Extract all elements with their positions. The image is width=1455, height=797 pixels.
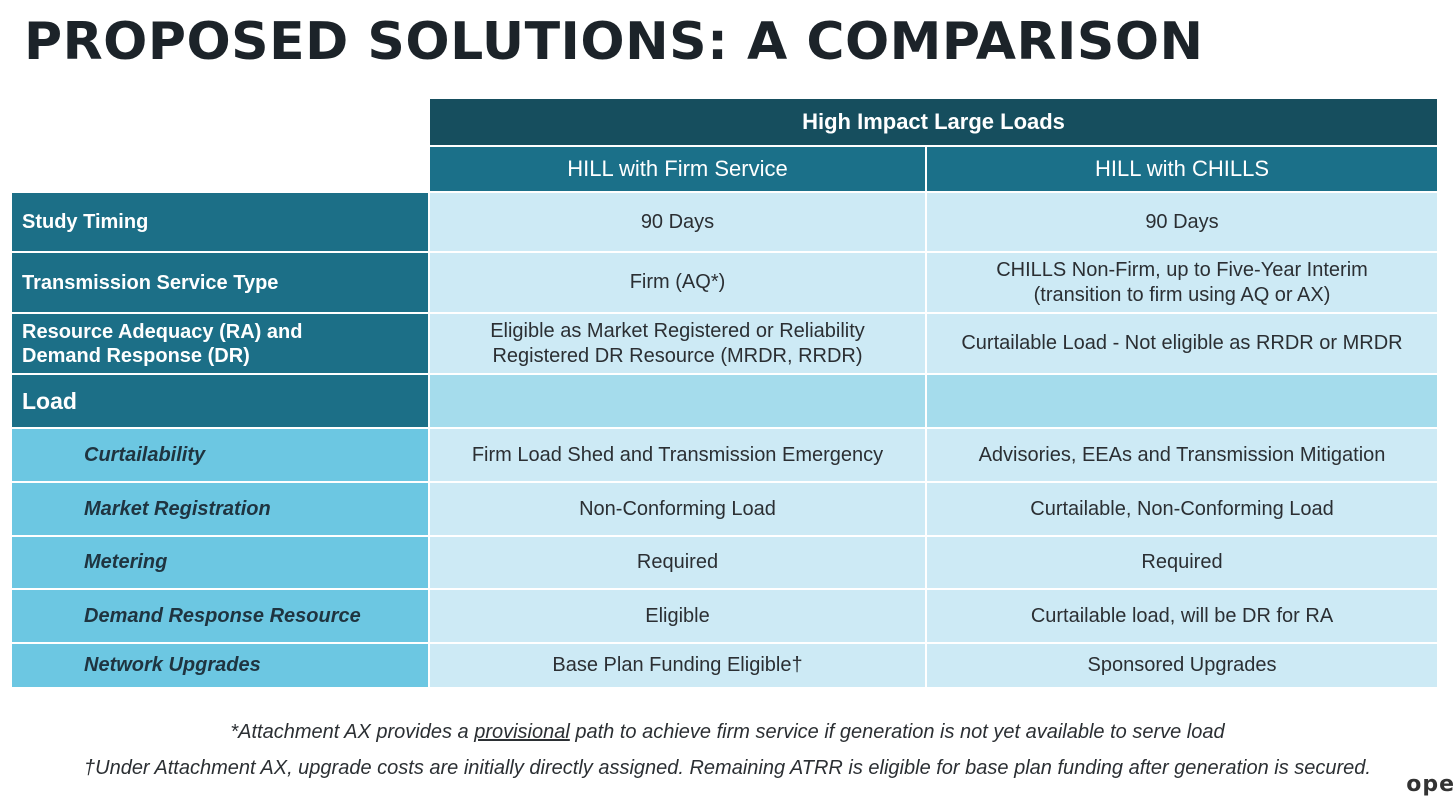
table-row: Curtailability Firm Load Shed and Transm…: [10, 427, 1440, 483]
cell-firm: Eligible as Market Registered or Reliabi…: [428, 312, 927, 375]
cell-chills: Advisories, EEAs and Transmission Mitiga…: [924, 427, 1440, 483]
cell-chills: 90 Days: [924, 191, 1440, 253]
table-row: Metering Required Required: [10, 535, 1440, 590]
footnote-text: *Attachment AX provides a: [230, 721, 475, 743]
column-header-firm: HILL with Firm Service: [428, 145, 927, 193]
cell-line: Registered DR Resource (MRDR, RRDR): [492, 344, 863, 367]
row-label: Transmission Service Type: [10, 251, 430, 314]
table-row: Transmission Service Type Firm (AQ*) CHI…: [10, 251, 1440, 314]
table-row: Resource Adequacy (RA) and Demand Respon…: [10, 312, 1440, 375]
sub-row-label: Curtailability: [10, 427, 430, 483]
blank-corner-2: [10, 145, 430, 193]
section-row-load: Load: [10, 373, 1440, 429]
cell-firm: 90 Days: [428, 191, 927, 253]
row-label: Study Timing: [10, 191, 430, 253]
logo: ope: [1406, 772, 1455, 797]
row-label: Resource Adequacy (RA) and Demand Respon…: [10, 312, 430, 375]
footnote-upgrade-costs: †Under Attachment AX, upgrade costs are …: [84, 757, 1371, 779]
cell-line: (transition to firm using AQ or AX): [1033, 283, 1331, 306]
blank-corner: [10, 97, 430, 147]
table-row: Market Registration Non-Conforming Load …: [10, 481, 1440, 537]
table-row: Demand Response Resource Eligible Curtai…: [10, 588, 1440, 644]
row-label-line: Demand Response (DR): [22, 344, 250, 367]
comparison-table: High Impact Large Loads HILL with Firm S…: [10, 97, 1440, 689]
cell-firm: Firm (AQ*): [428, 251, 927, 314]
table-row: Study Timing 90 Days 90 Days: [10, 191, 1440, 253]
cell-chills: Curtailable Load - Not eligible as RRDR …: [924, 312, 1440, 375]
page-title: PROPOSED SOLUTIONS: A COMPARISON: [24, 12, 1204, 72]
cell-chills: Required: [924, 535, 1440, 590]
cell-firm: Non-Conforming Load: [428, 481, 927, 537]
footnote-text: path to achieve firm service if generati…: [569, 721, 1225, 743]
cell-line: CHILLS Non-Firm, up to Five-Year Interim: [996, 258, 1368, 281]
sub-row-label: Demand Response Resource: [10, 588, 430, 644]
cell-empty: [924, 373, 1440, 429]
sub-row-label: Metering: [10, 535, 430, 590]
cell-firm: Firm Load Shed and Transmission Emergenc…: [428, 427, 927, 483]
cell-firm: Base Plan Funding Eligible†: [428, 642, 927, 689]
section-label-load: Load: [10, 373, 430, 429]
cell-chills: Sponsored Upgrades: [924, 642, 1440, 689]
cell-firm: Required: [428, 535, 927, 590]
cell-chills: CHILLS Non-Firm, up to Five-Year Interim…: [924, 251, 1440, 314]
cell-chills: Curtailable load, will be DR for RA: [924, 588, 1440, 644]
cell-chills: Curtailable, Non-Conforming Load: [924, 481, 1440, 537]
sub-row-label: Market Registration: [10, 481, 430, 537]
row-label-line: Resource Adequacy (RA) and: [22, 320, 303, 343]
group-header: High Impact Large Loads: [427, 97, 1440, 147]
footnote-underlined: provisional: [474, 721, 570, 743]
footnote-attachment-ax: *Attachment AX provides a provisional pa…: [0, 721, 1455, 744]
sub-row-label: Network Upgrades: [10, 642, 430, 689]
cell-line: Eligible as Market Registered or Reliabi…: [490, 319, 865, 342]
table-row: Network Upgrades Base Plan Funding Eligi…: [10, 642, 1440, 689]
cell-empty: [428, 373, 927, 429]
column-header-chills: HILL with CHILLS: [924, 145, 1440, 193]
cell-firm: Eligible: [428, 588, 927, 644]
